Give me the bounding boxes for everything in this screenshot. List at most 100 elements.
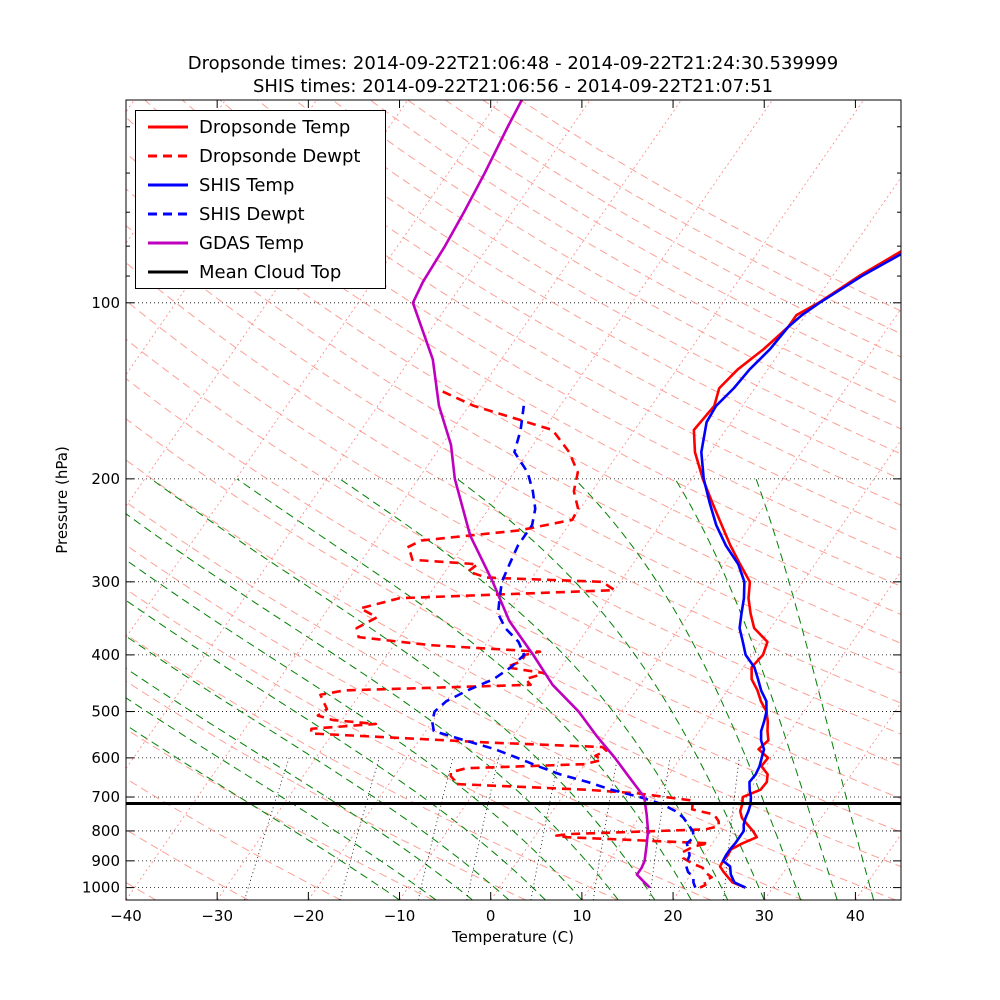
- dry-adiabat: [369, 100, 901, 406]
- legend-item-shis-temp: SHIS Temp: [136, 171, 385, 200]
- dry-adiabat: [126, 224, 901, 674]
- dry-adiabat: [126, 459, 901, 868]
- dry-adiabat: [126, 778, 342, 900]
- moist-adiabat: [126, 697, 437, 900]
- legend-swatch: [148, 125, 188, 129]
- y-tick-label: 900: [91, 852, 120, 870]
- x-tick-label: 0: [486, 907, 496, 925]
- x-tick-label: 40: [846, 907, 865, 925]
- mixing-ratio-line: [649, 757, 671, 900]
- legend-label: GDAS Temp: [199, 233, 304, 254]
- series-shis-temp: [700, 252, 901, 889]
- dry-adiabat: [126, 680, 526, 900]
- mixing-ratio-line: [466, 757, 500, 900]
- y-tick-label: 1000: [82, 879, 120, 897]
- x-tick-label: −10: [384, 907, 416, 925]
- legend-swatch: [148, 241, 188, 245]
- y-tick-label: 400: [91, 646, 120, 664]
- dry-adiabat: [126, 728, 434, 900]
- dry-adiabat: [126, 588, 711, 900]
- series-dropsonde-temp: [692, 249, 901, 889]
- moist-adiabat: [755, 478, 875, 900]
- x-tick-label: −30: [201, 907, 233, 925]
- isotherm-line: [763, 702, 901, 900]
- legend-item-shis-dewpt: SHIS Dewpt: [136, 200, 385, 229]
- dry-adiabat: [126, 501, 896, 900]
- y-tick-label: 800: [91, 822, 120, 840]
- moist-adiabat: [126, 724, 400, 900]
- legend-swatch: [148, 212, 188, 216]
- isotherm-line: [126, 100, 591, 770]
- dry-adiabat: [126, 338, 901, 767]
- legend-swatch: [148, 270, 188, 274]
- dry-adiabat: [332, 100, 901, 430]
- mixing-ratio-line: [339, 757, 380, 900]
- legend-swatch: [148, 183, 188, 187]
- dry-adiabat: [482, 100, 901, 335]
- chart-title-line1: Dropsonde times: 2014-09-22T21:06:48 - 2…: [187, 53, 839, 74]
- y-axis-label: Pressure (hPa): [53, 446, 71, 554]
- dry-adiabat: [126, 633, 619, 900]
- y-tick-label: 200: [91, 470, 120, 488]
- data-series: [309, 100, 901, 889]
- dry-adiabat: [126, 262, 901, 704]
- plot-frame: [125, 99, 902, 901]
- moist-adiabat: [126, 559, 583, 900]
- series-shis-dewpt: [430, 405, 697, 889]
- moist-adiabat: [456, 478, 765, 900]
- moist-adiabat: [236, 478, 692, 900]
- x-tick-label: 30: [755, 907, 774, 925]
- isotherm-line: [126, 100, 226, 244]
- dry-adiabat: [444, 100, 901, 358]
- mixing-ratio-line: [417, 757, 454, 900]
- dry-adiabat: [407, 100, 901, 382]
- isotherm-line: [581, 439, 901, 900]
- dry-adiabat: [219, 100, 901, 506]
- dry-adiabat: [294, 100, 901, 455]
- isotherm-line: [308, 100, 865, 900]
- dry-adiabat: [126, 300, 901, 735]
- legend-item-dropsonde-temp: Dropsonde Temp: [136, 113, 385, 142]
- x-axis-label: Temperature (C): [452, 928, 574, 946]
- mixing-ratio-line: [723, 757, 740, 900]
- moist-adiabat: [126, 635, 510, 900]
- legend-label: SHIS Temp: [199, 175, 295, 196]
- isotherm-line: [216, 100, 773, 900]
- moist-adiabat: [339, 478, 729, 900]
- moist-adiabat: [574, 478, 802, 900]
- dry-adiabat: [126, 378, 901, 800]
- isotherm-line: [855, 833, 901, 900]
- isotherm-line: [399, 176, 901, 900]
- moist-adiabat: [126, 599, 546, 900]
- isotherm-line: [126, 100, 500, 639]
- series-dropsonde-dewpt: [309, 387, 721, 889]
- y-tick-label: 700: [91, 788, 120, 806]
- x-tick-label: −20: [293, 907, 325, 925]
- isotherm-line: [490, 308, 901, 900]
- dry-adiabat: [520, 100, 901, 312]
- dry-adiabat: [126, 418, 901, 833]
- y-tick-label: 300: [91, 573, 120, 591]
- chart-title-line2: SHIS times: 2014-09-22T21:06:56 - 2014-0…: [252, 76, 774, 97]
- legend-swatch: [148, 154, 188, 158]
- legend-label: SHIS Dewpt: [199, 204, 305, 225]
- mixing-ratio-line: [530, 757, 560, 900]
- dry-adiabat: [126, 881, 157, 900]
- dry-adiabat: [126, 544, 804, 900]
- x-tick-label: −40: [110, 907, 142, 925]
- x-tick-label: 20: [664, 907, 683, 925]
- legend-label: Mean Cloud Top: [199, 262, 342, 283]
- mixing-ratio-line: [244, 757, 290, 900]
- legend-item-dropsonde-dewpt: Dropsonde Dewpt: [136, 142, 385, 171]
- y-tick-label: 500: [91, 703, 120, 721]
- dry-adiabat: [144, 100, 901, 560]
- legend-item-mean-cloud-top: Mean Cloud Top: [136, 258, 385, 287]
- x-tick-label: 10: [572, 907, 591, 925]
- legend-item-gdas-temp: GDAS Temp: [136, 229, 385, 258]
- legend: Dropsonde Temp Dropsonde Dewpt SHIS Temp…: [135, 110, 386, 289]
- isotherm-line: [126, 100, 682, 900]
- y-tick-label: 100: [91, 294, 120, 312]
- series-gdas-temp: [411, 100, 651, 889]
